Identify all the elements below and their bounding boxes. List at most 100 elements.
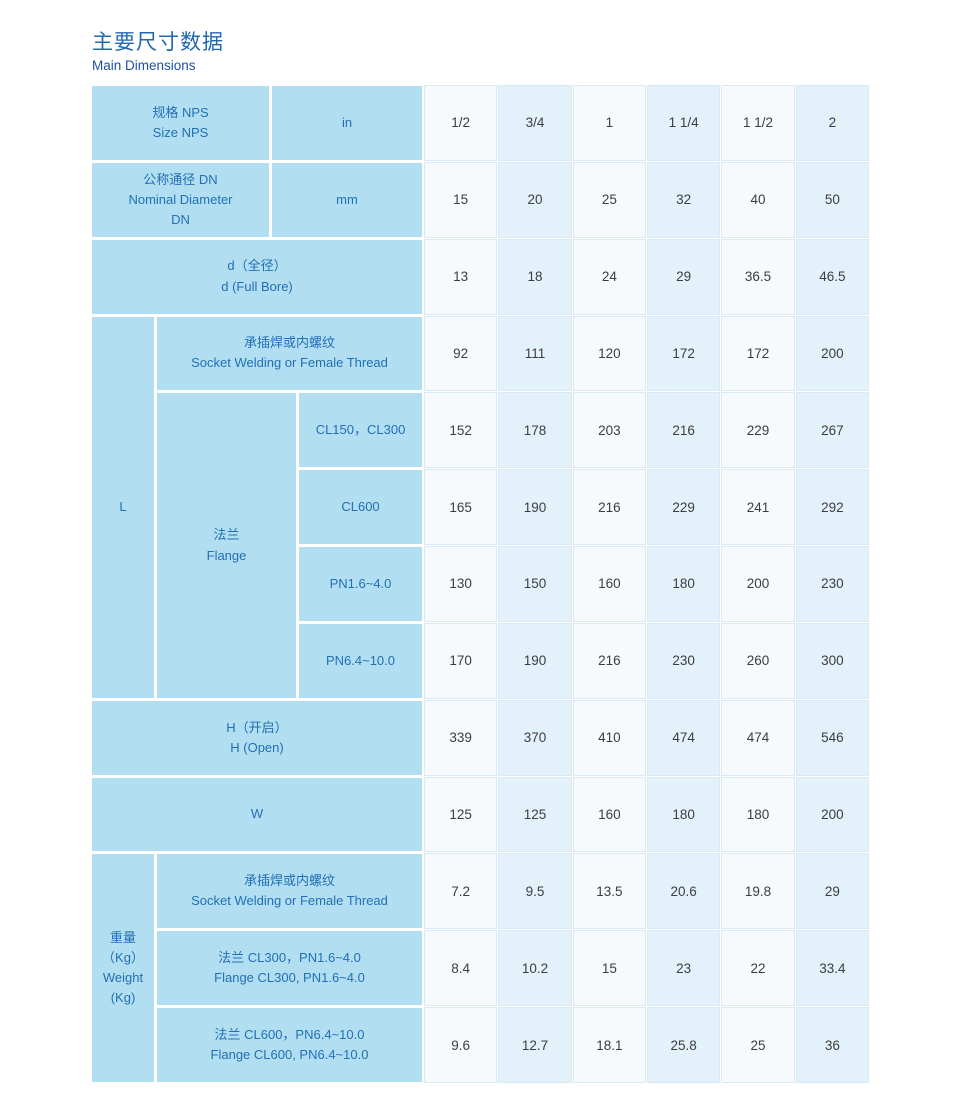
cell-dn-3: 32	[648, 162, 720, 237]
header-size-nps: 规格 NPS Size NPS	[92, 86, 269, 160]
header-flange-cn: 法兰	[213, 527, 240, 543]
header-h-open: H（开启） H (Open)	[92, 700, 422, 775]
header-wt-socket-cn: 承插焊或内螺纹	[243, 873, 335, 889]
header-weight-en: Weight	[102, 970, 144, 986]
cell-d-1: 18	[499, 239, 571, 314]
cell-l-cl600-3: 229	[648, 470, 720, 545]
cell-wt-cl300-3: 23	[648, 931, 720, 1006]
cell-l-cl600-2: 216	[573, 470, 645, 545]
cell-w-1: 125	[499, 777, 571, 852]
cell-l-cl150-5: 267	[796, 393, 868, 468]
cell-l-cl600-4: 241	[722, 470, 794, 545]
cell-l-socket-4: 172	[722, 316, 794, 391]
header-wt-cl600: 法兰 CL600，PN6.4~10.0 Flange CL600, PN6.4~…	[157, 1008, 422, 1082]
cell-dn-0: 15	[425, 162, 497, 237]
cell-l-cl150-2: 203	[573, 393, 645, 468]
cell-l-pn16-0: 130	[425, 547, 497, 621]
cell-l-cl600-5: 292	[796, 470, 868, 545]
header-dn-en2: DN	[171, 211, 190, 227]
header-l-group: L	[92, 316, 154, 698]
cell-l-cl150-3: 216	[648, 393, 720, 468]
cell-w-2: 160	[573, 777, 645, 852]
header-weight-kg-en: (Kg)	[110, 990, 136, 1006]
cell-l-pn64-4: 260	[722, 623, 794, 698]
cell-l-socket-0: 92	[425, 316, 497, 391]
header-cl600: CL600	[299, 470, 422, 545]
page-title-en: Main Dimensions	[92, 58, 196, 74]
header-cl150-cl300: CL150，CL300	[299, 393, 422, 468]
cell-d-4: 36.5	[722, 239, 794, 314]
cell-wt-cl600-2: 18.1	[573, 1008, 645, 1082]
cell-l-pn64-3: 230	[648, 623, 720, 698]
header-weight-cn: 重量	[109, 929, 136, 945]
cell-l-pn16-2: 160	[573, 547, 645, 621]
cell-l-cl150-4: 229	[722, 393, 794, 468]
header-weight-kg-cn: （Kg）	[102, 950, 144, 966]
cell-wt-cl600-3: 25.8	[648, 1008, 720, 1082]
cell-wt-cl300-5: 33.4	[796, 931, 868, 1006]
cell-d-2: 24	[573, 239, 645, 314]
header-dn-en1: Nominal Diameter	[128, 191, 233, 207]
header-wt-cl300-en: Flange CL300, PN1.6~4.0	[214, 970, 365, 986]
cell-l-pn16-1: 150	[499, 547, 571, 621]
header-flange-en: Flange	[206, 547, 247, 563]
cell-wt-socket-0: 7.2	[425, 854, 497, 929]
header-wt-cl600-cn: 法兰 CL600，PN6.4~10.0	[214, 1026, 365, 1042]
cell-l-cl150-1: 178	[499, 393, 571, 468]
cell-nps-3: 1 1/4	[648, 86, 720, 160]
header-wt-socket: 承插焊或内螺纹 Socket Welding or Female Thread	[157, 854, 422, 929]
header-unit-in: in	[272, 86, 422, 160]
header-unit-mm: mm	[272, 162, 422, 237]
header-w: W	[92, 777, 422, 852]
cell-nps-0: 1/2	[425, 86, 497, 160]
cell-wt-socket-2: 13.5	[573, 854, 645, 929]
cell-nps-2: 1	[573, 86, 645, 160]
title-block: 主要尺寸数据 Main Dimensions	[92, 30, 224, 73]
cell-l-cl600-1: 190	[499, 470, 571, 545]
cell-l-cl150-0: 152	[425, 393, 497, 468]
header-l-socket-cn: 承插焊或内螺纹	[243, 335, 335, 351]
cell-wt-cl600-0: 9.6	[425, 1008, 497, 1082]
cell-nps-4: 1 1/2	[722, 86, 794, 160]
cell-w-4: 180	[722, 777, 794, 852]
header-weight-group: 重量 （Kg） Weight (Kg)	[92, 854, 154, 1082]
cell-l-socket-1: 111	[499, 316, 571, 391]
cell-d-3: 29	[648, 239, 720, 314]
cell-wt-cl600-4: 25	[722, 1008, 794, 1082]
header-wt-cl300: 法兰 CL300，PN1.6~4.0 Flange CL300, PN1.6~4…	[157, 931, 422, 1006]
header-h-cn: H（开启）	[226, 719, 288, 735]
header-wt-cl600-en: Flange CL600, PN6.4~10.0	[210, 1047, 369, 1063]
header-d-full-bore: d（全径） d (Full Bore)	[92, 239, 422, 314]
page-title-cn: 主要尺寸数据	[92, 31, 224, 54]
cell-w-0: 125	[425, 777, 497, 852]
header-dn: 公称通径 DN Nominal Diameter DN	[92, 162, 269, 237]
cell-dn-2: 25	[573, 162, 645, 237]
header-wt-cl300-cn: 法兰 CL300，PN1.6~4.0	[218, 950, 361, 966]
header-wt-socket-en: Socket Welding or Female Thread	[191, 893, 388, 909]
cell-l-pn64-2: 216	[573, 623, 645, 698]
header-d-en: d (Full Bore)	[221, 278, 293, 294]
cell-h-1: 370	[499, 700, 571, 775]
cell-h-5: 546	[796, 700, 868, 775]
cell-h-0: 339	[425, 700, 497, 775]
cell-w-3: 180	[648, 777, 720, 852]
cell-wt-cl600-5: 36	[796, 1008, 868, 1082]
cell-wt-socket-1: 9.5	[499, 854, 571, 929]
cell-l-cl600-0: 165	[425, 470, 497, 545]
header-size-nps-en: Size NPS	[152, 124, 209, 140]
header-dn-cn: 公称通径 DN	[143, 171, 218, 187]
cell-h-4: 474	[722, 700, 794, 775]
cell-dn-1: 20	[499, 162, 571, 237]
cell-d-0: 13	[425, 239, 497, 314]
main-dimensions-table: 规格 NPS Size NPS in 1/2 3/4 1 1 1/4 1 1/2…	[92, 86, 868, 1082]
cell-l-pn16-5: 230	[796, 547, 868, 621]
cell-dn-5: 50	[796, 162, 868, 237]
cell-wt-cl300-1: 10.2	[499, 931, 571, 1006]
cell-dn-4: 40	[722, 162, 794, 237]
cell-wt-cl600-1: 12.7	[499, 1008, 571, 1082]
header-size-nps-cn: 规格 NPS	[152, 104, 209, 120]
cell-l-socket-2: 120	[573, 316, 645, 391]
header-l-socket-en: Socket Welding or Female Thread	[191, 355, 388, 371]
header-d-cn: d（全径）	[227, 258, 287, 274]
